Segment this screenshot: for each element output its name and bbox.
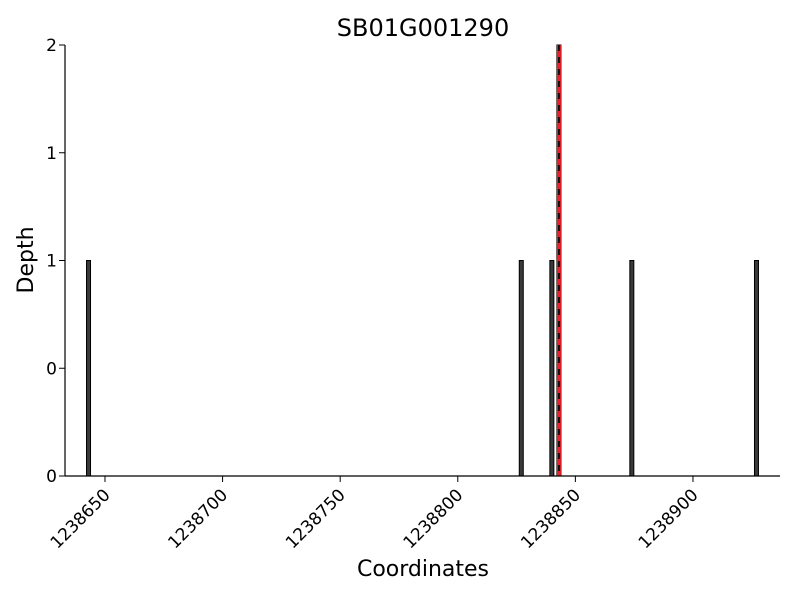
x-tick-label: 1238800 (400, 485, 468, 553)
x-tick-label: 1238900 (635, 485, 703, 553)
axes-group: 0 0 1 1 2 1238650 1238700 1238750 1238800 1238850… (46, 36, 780, 553)
y-tick-label: 1 (46, 252, 57, 272)
y-tick-label: 0 (46, 467, 57, 487)
x-tick-label: 1238850 (517, 485, 585, 553)
y-tick-label: 1 (46, 144, 57, 164)
bar (629, 260, 635, 477)
bar (86, 260, 92, 477)
bar (549, 260, 555, 477)
y-tick-label: 2 (46, 36, 57, 56)
x-tick-label: 1238750 (282, 485, 350, 553)
x-axis-label: Coordinates (357, 557, 489, 582)
bar (518, 260, 524, 477)
chart-title: SB01G001290 (337, 14, 509, 42)
y-axis-label: Depth (14, 226, 39, 293)
x-tick-label: 1238700 (164, 485, 232, 553)
bar (753, 260, 759, 477)
bars-group (86, 44, 759, 477)
x-tick-label: 1238650 (47, 485, 115, 553)
y-tick-label: 0 (46, 359, 57, 379)
